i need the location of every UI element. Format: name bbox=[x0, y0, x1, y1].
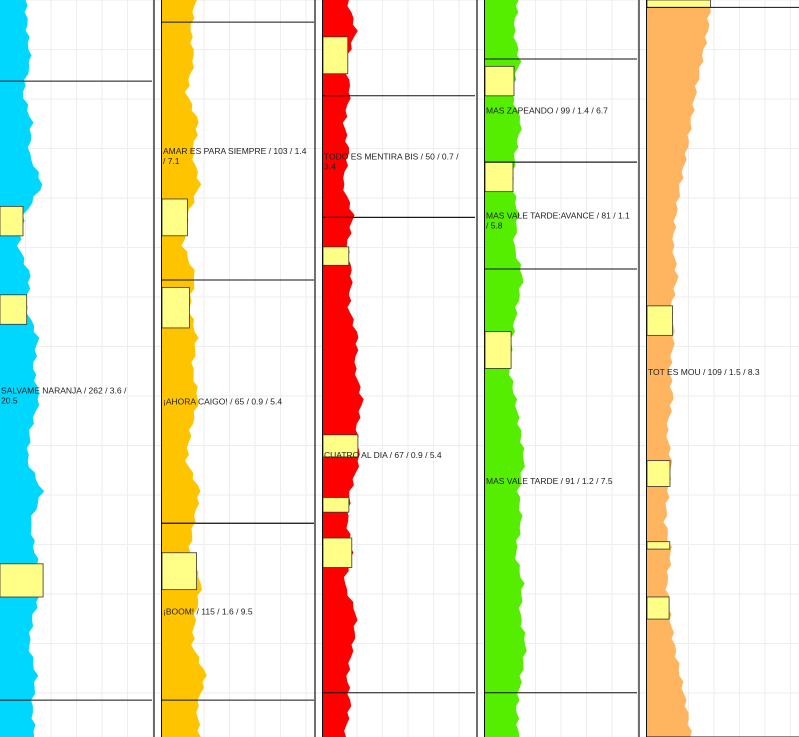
block-label: MAS VALE TARDE:AVANCE / 81 / 1.1/ 5.8 bbox=[486, 211, 630, 231]
block-label: MAS VALE TARDE / 91 / 1.2 / 7.5 bbox=[486, 476, 613, 486]
highlight-band bbox=[646, 460, 671, 487]
highlight-band bbox=[0, 205, 24, 237]
block-label-line: 3.4 bbox=[324, 162, 336, 172]
area-column bbox=[647, 0, 711, 737]
block-label: MAS ZAPEANDO / 99 / 1.4 / 6.7 bbox=[486, 106, 608, 116]
block-label-line: TOT ES MOU / 109 / 1.5 / 8.3 bbox=[648, 367, 760, 377]
highlight-band bbox=[322, 246, 350, 266]
highlight-band bbox=[161, 287, 190, 329]
block-label-line: 20.5 bbox=[1, 396, 18, 406]
highlight-band bbox=[322, 497, 350, 513]
highlight-band bbox=[484, 161, 514, 193]
area-column bbox=[0, 0, 45, 737]
highlight-band bbox=[484, 331, 512, 369]
highlight-band bbox=[0, 294, 28, 325]
highlight-band bbox=[646, 305, 674, 336]
block-label: ¡BOOM! / 115 / 1.6 / 9.5 bbox=[163, 607, 253, 617]
highlight-band bbox=[161, 552, 197, 591]
highlight-band bbox=[646, 596, 670, 620]
block-label-line: MAS ZAPEANDO / 99 / 1.4 / 6.7 bbox=[486, 106, 608, 116]
highlight-band bbox=[0, 563, 44, 598]
block-label-line: MAS VALE TARDE:AVANCE / 81 / 1.1 bbox=[486, 211, 630, 221]
block-label: SALVAME NARANJA / 262 / 3.6 /20.5 bbox=[1, 386, 127, 406]
area-series bbox=[0, 0, 711, 737]
highlight-band bbox=[161, 198, 188, 237]
highlight-band bbox=[646, 0, 711, 8]
block-label: AMAR ES PARA SIEMPRE / 103 / 1.4/ 7.1 bbox=[163, 146, 307, 166]
highlight-band bbox=[646, 541, 671, 550]
block-label-line: ¡BOOM! / 115 / 1.6 / 9.5 bbox=[163, 607, 253, 617]
block-label-line: MAS VALE TARDE / 91 / 1.2 / 7.5 bbox=[486, 476, 613, 486]
block-label-line: / 7.1 bbox=[163, 156, 180, 166]
block-label: TOT ES MOU / 109 / 1.5 / 8.3 bbox=[648, 367, 760, 377]
block-label-line: TODO ES MENTIRA BIS / 50 / 0.7 / bbox=[324, 152, 459, 162]
block-label: TODO ES MENTIRA BIS / 50 / 0.7 /3.4 bbox=[324, 152, 459, 172]
highlight-band bbox=[322, 36, 349, 75]
block-label-line: ¡AHORA CAIGO! / 65 / 0.9 / 5.4 bbox=[163, 397, 282, 407]
block-label-line: CUATRO AL DIA / 67 / 0.9 / 5.4 bbox=[324, 450, 442, 460]
area-column bbox=[323, 0, 364, 737]
block-label-line: AMAR ES PARA SIEMPRE / 103 / 1.4 bbox=[163, 146, 307, 156]
highlight-band bbox=[484, 65, 515, 97]
area-column bbox=[162, 0, 207, 737]
block-label-line: / 5.8 bbox=[486, 221, 503, 231]
block-label-line: SALVAME NARANJA / 262 / 3.6 / bbox=[1, 386, 127, 396]
block-label: ¡AHORA CAIGO! / 65 / 0.9 / 5.4 bbox=[163, 397, 282, 407]
block-label: CUATRO AL DIA / 67 / 0.9 / 5.4 bbox=[324, 450, 442, 460]
highlight-band bbox=[322, 537, 353, 568]
